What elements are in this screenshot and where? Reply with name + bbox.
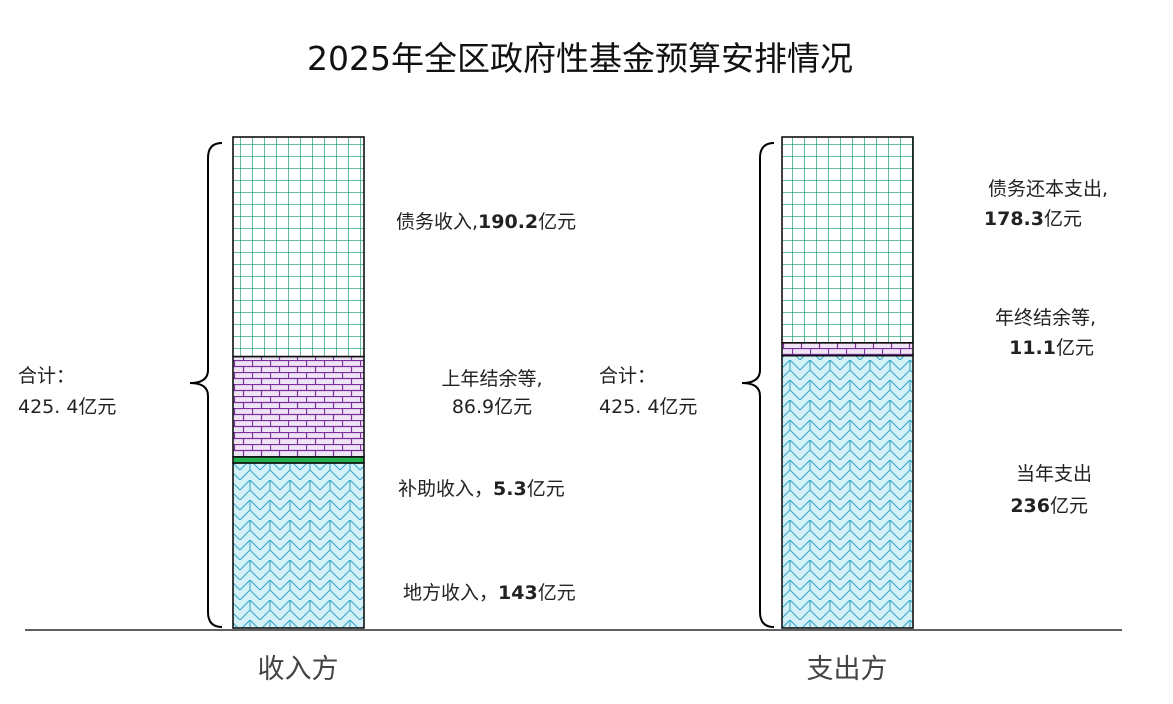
expense-bar-segment-2 bbox=[781, 136, 914, 344]
expense-bar-segment-1 bbox=[781, 341, 914, 357]
expense-bar-segment-0 bbox=[781, 354, 914, 629]
expense-segment-value-1: 11.1亿元 bbox=[1009, 337, 1094, 359]
category-label-income: 收入方 bbox=[258, 654, 339, 685]
expense-segment-label-0: 当年支出 bbox=[1016, 463, 1092, 485]
expense-total-value: 425. 4亿元 bbox=[599, 396, 697, 418]
chart-title: 2025年全区政府性基金预算安排情况 bbox=[307, 39, 853, 78]
income-segment-label-0: 地方收入，143亿元 bbox=[403, 582, 576, 604]
category-label-expense: 支出方 bbox=[807, 654, 888, 685]
income-bar-segment-3 bbox=[232, 136, 365, 358]
income-total-label: 合计： bbox=[18, 365, 75, 387]
expense-total-label: 合计： bbox=[599, 365, 656, 387]
bars-group bbox=[232, 136, 914, 629]
expense-segment-label-1: 年终结余等, bbox=[995, 307, 1096, 329]
income-bar-segment-1 bbox=[232, 456, 365, 464]
income-total-value: 425. 4亿元 bbox=[18, 396, 116, 418]
income-segment-label-3: 债务收入,190.2亿元 bbox=[396, 211, 576, 233]
expense-segment-value-0: 236亿元 bbox=[1010, 495, 1088, 517]
income-segment-label-1: 补助收入，5.3亿元 bbox=[398, 478, 565, 500]
income-segment-label-2: 上年结余等, bbox=[441, 368, 542, 390]
income-brace bbox=[189, 142, 223, 628]
income-bar-segment-2 bbox=[232, 355, 365, 458]
labels-group: 地方收入，143亿元 补助收入，5.3亿元 上年结余等, 86.9亿元 债务收入,190… bbox=[396, 178, 1108, 604]
expense-brace bbox=[741, 142, 775, 628]
income-bar-segment-0 bbox=[232, 462, 365, 629]
income-segment-value-2: 86.9亿元 bbox=[452, 396, 532, 418]
expense-segment-label-2: 债务还本支出, bbox=[988, 178, 1108, 200]
expense-segment-value-2: 178.3亿元 bbox=[984, 208, 1082, 230]
